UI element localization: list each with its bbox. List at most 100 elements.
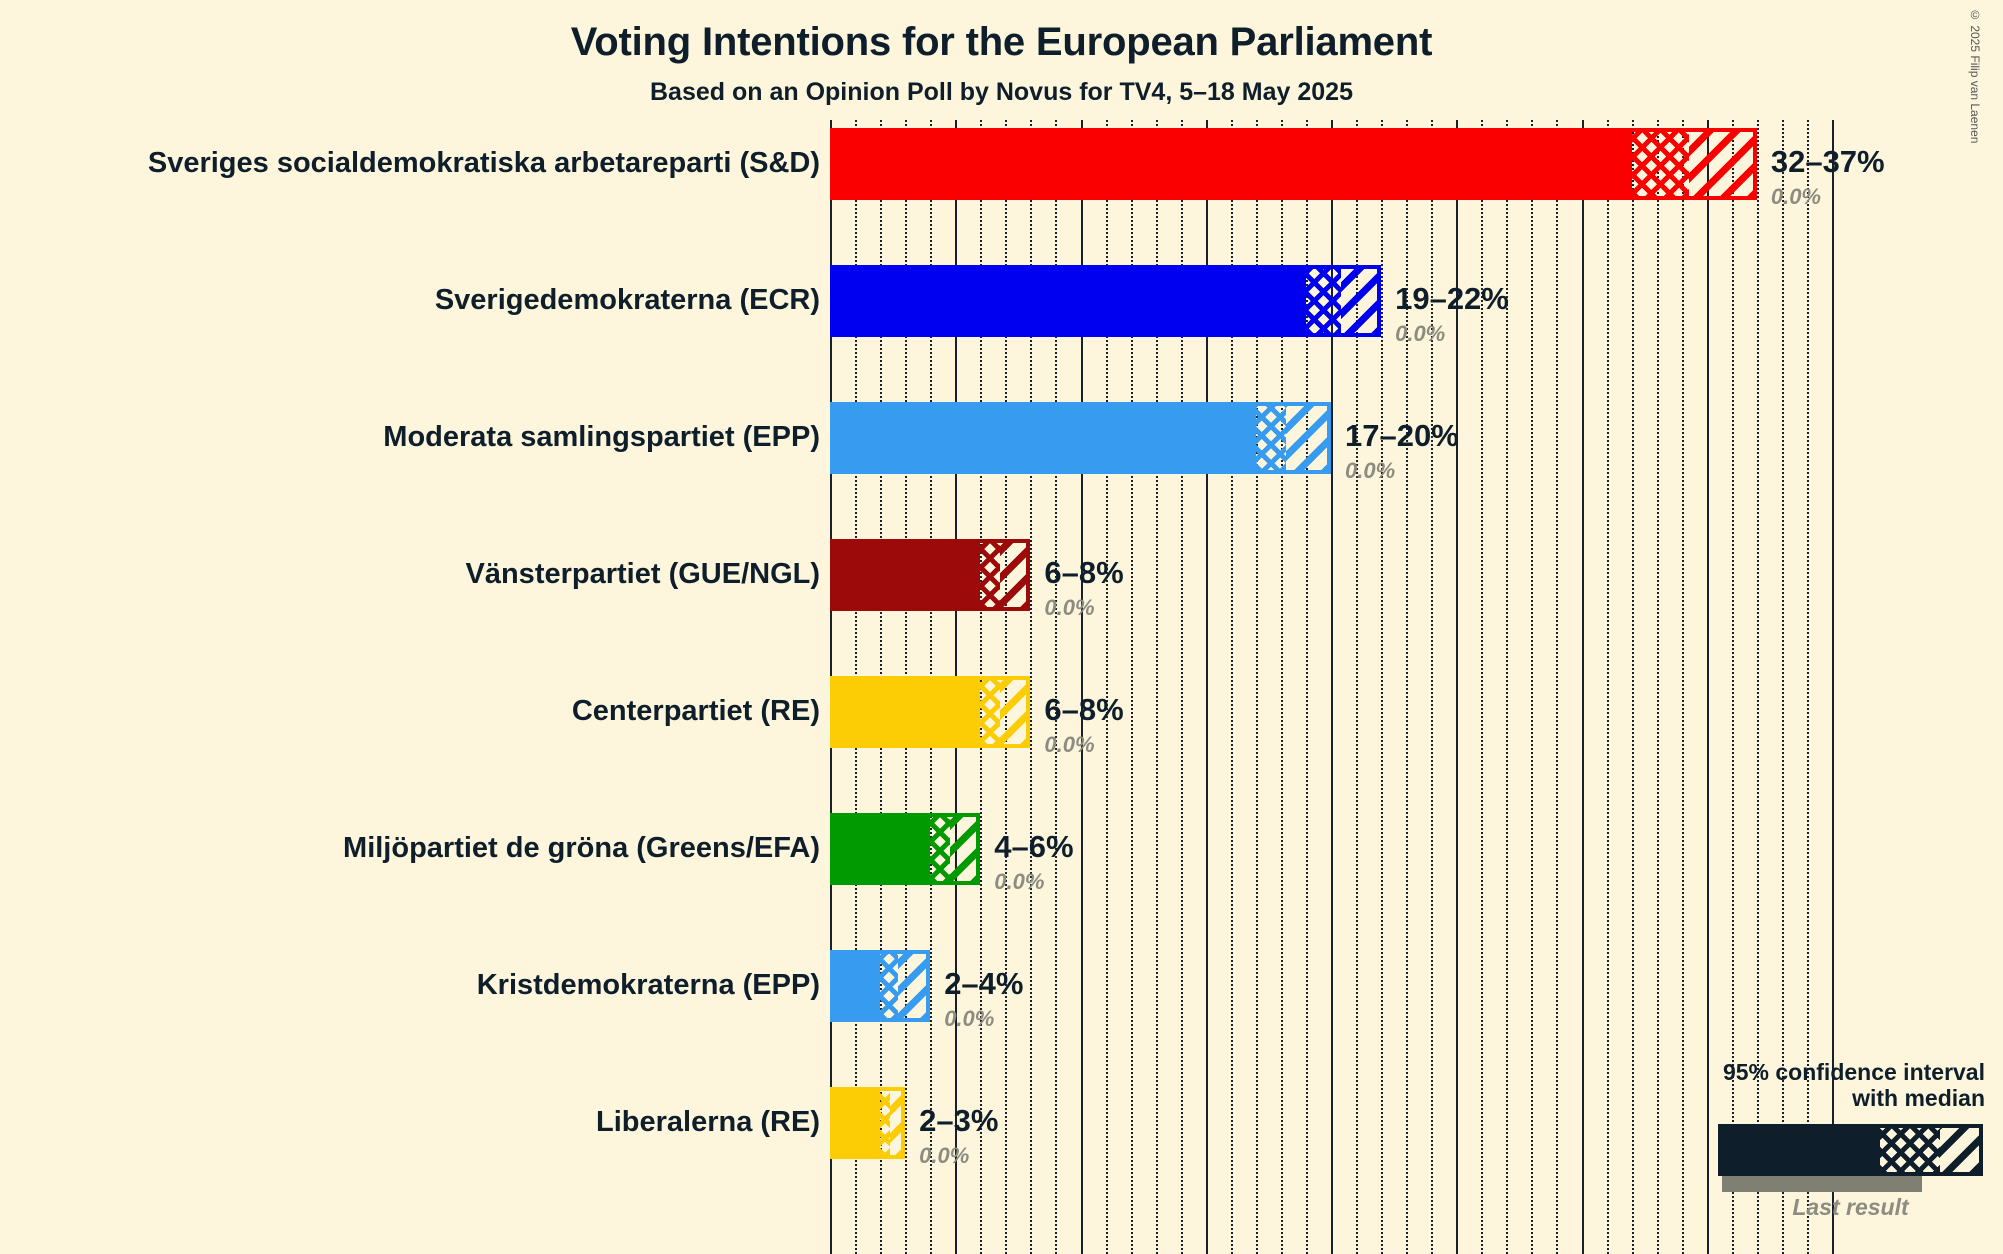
legend-last-result-swatch xyxy=(1722,1175,1922,1192)
bar-diagonal-segment xyxy=(1000,543,1031,607)
bar-6 xyxy=(830,813,981,885)
value-last-result-6: 0.0% xyxy=(994,869,1045,894)
bar-diagonal-segment xyxy=(1285,406,1331,470)
gridline-major xyxy=(1581,120,1584,1254)
party-label-8: Liberalerna (RE) xyxy=(596,1106,820,1138)
bar-solid-segment xyxy=(830,406,1256,470)
bar-solid-segment xyxy=(830,817,931,881)
bar-2 xyxy=(830,265,1382,337)
gridline-minor xyxy=(1606,120,1609,1254)
gridline-minor xyxy=(1230,120,1233,1254)
value-last-result-2: 0.0% xyxy=(1395,321,1446,346)
value-last-result-1: 0.0% xyxy=(1770,184,1821,209)
legend-title-line2: with median xyxy=(1852,1084,1985,1111)
gridline-minor xyxy=(1030,120,1033,1254)
gridline-minor xyxy=(1631,120,1634,1254)
bar-solid-segment xyxy=(830,132,1632,196)
gridline-minor xyxy=(1105,120,1108,1254)
copyright-notice: © 2025 Filip van Laenen xyxy=(1968,8,1982,144)
party-label-5: Centerpartiet (RE) xyxy=(571,695,820,727)
gridline-minor xyxy=(1180,120,1183,1254)
bar-diagonal-segment xyxy=(950,817,981,881)
party-label-1: Sveriges socialdemokratiska arbetarepart… xyxy=(147,147,820,179)
party-label-3: Moderata samlingspartiet (EPP) xyxy=(383,421,820,453)
plot-area xyxy=(830,120,2003,1254)
bar-5 xyxy=(830,676,1031,748)
gridline-minor xyxy=(1506,120,1509,1254)
legend-title-line1: 95% confidence interval xyxy=(1722,1059,1985,1085)
bar-1 xyxy=(830,128,1757,200)
page-title: Voting Intentions for the European Parli… xyxy=(570,20,1433,64)
bar-crosshatch-segment xyxy=(930,817,951,881)
gridline-minor xyxy=(1305,120,1308,1254)
gridline-minor xyxy=(1756,120,1759,1254)
bar-diagonal-segment xyxy=(1000,680,1031,744)
gridline-minor xyxy=(1781,120,1784,1254)
value-last-result-5: 0.0% xyxy=(1044,732,1095,757)
bar-crosshatch-segment xyxy=(1305,269,1341,333)
value-last-result-8: 0.0% xyxy=(919,1143,970,1168)
legend: 95% confidence interval with median Last… xyxy=(1640,1059,1985,1221)
gridline-minor xyxy=(1280,120,1283,1254)
bar-solid-segment xyxy=(830,269,1306,333)
bar-diagonal-segment xyxy=(1341,269,1382,333)
value-range-4: 6–8% xyxy=(1044,555,1124,590)
party-label-2: Sverigedemokraterna (ECR) xyxy=(434,284,820,316)
bar-4 xyxy=(830,539,1031,611)
gridline-minor xyxy=(1731,120,1734,1254)
legend-last-result-label: Last result xyxy=(1792,1193,1909,1220)
value-range-1: 32–37% xyxy=(1770,144,1885,179)
bar-3 xyxy=(830,402,1331,474)
bar-7 xyxy=(830,950,931,1022)
value-last-result-3: 0.0% xyxy=(1345,458,1396,483)
bar-diagonal-segment xyxy=(890,1091,906,1155)
value-range-6: 4–6% xyxy=(994,829,1074,864)
page-subtitle: Based on an Opinion Poll by Novus for TV… xyxy=(650,78,1353,106)
bar-crosshatch-segment xyxy=(880,954,898,1018)
value-range-8: 2–3% xyxy=(919,1103,999,1138)
gridline-minor xyxy=(1681,120,1684,1254)
party-label-4: Vänsterpartiet (GUE/NGL) xyxy=(465,558,821,590)
bar-solid-segment xyxy=(830,1091,881,1155)
value-last-result-4: 0.0% xyxy=(1044,595,1095,620)
gridline-minor xyxy=(1406,120,1409,1254)
value-range-2: 19–22% xyxy=(1395,281,1509,316)
legend-diagonal-segment xyxy=(1940,1127,1979,1172)
gridline-minor xyxy=(1431,120,1434,1254)
bar-crosshatch-segment xyxy=(880,1091,891,1155)
bar-solid-segment xyxy=(830,954,881,1018)
legend-interval-swatch xyxy=(1718,1123,1983,1176)
bar-solid-segment xyxy=(830,680,981,744)
value-last-result-7: 0.0% xyxy=(944,1006,995,1031)
party-label-7: Kristdemokraterna (EPP) xyxy=(476,969,820,1001)
legend-crosshatch-segment xyxy=(1880,1127,1940,1172)
gridline-minor xyxy=(1381,120,1384,1254)
gridline-minor xyxy=(1556,120,1559,1254)
gridline-major xyxy=(1456,120,1459,1254)
gridline-minor xyxy=(1055,120,1058,1254)
gridline-major xyxy=(1205,120,1208,1254)
gridline-minor xyxy=(1806,120,1809,1254)
value-range-7: 2–4% xyxy=(944,966,1024,1001)
bar-8 xyxy=(830,1087,906,1159)
value-range-5: 6–8% xyxy=(1044,692,1124,727)
gridline-minor xyxy=(1155,120,1158,1254)
bar-diagonal-segment xyxy=(1689,132,1757,196)
bar-crosshatch-segment xyxy=(1631,132,1690,196)
gridline-minor xyxy=(1356,120,1359,1254)
gridline-major xyxy=(1832,120,1834,1254)
bar-crosshatch-segment xyxy=(1255,406,1286,470)
gridline-minor xyxy=(1255,120,1258,1254)
gridline-minor xyxy=(1130,120,1133,1254)
gridline-major xyxy=(1080,120,1083,1254)
bar-crosshatch-segment xyxy=(980,543,1001,607)
gridline-minor xyxy=(1656,120,1659,1254)
gridline-major xyxy=(1331,120,1333,1254)
gridline-major xyxy=(1706,120,1709,1254)
bar-solid-segment xyxy=(830,543,981,607)
value-range-3: 17–20% xyxy=(1345,418,1459,453)
bar-crosshatch-segment xyxy=(980,680,1001,744)
bar-diagonal-segment xyxy=(897,954,931,1018)
party-label-6: Miljöpartiet de gröna (Greens/EFA) xyxy=(343,832,820,864)
